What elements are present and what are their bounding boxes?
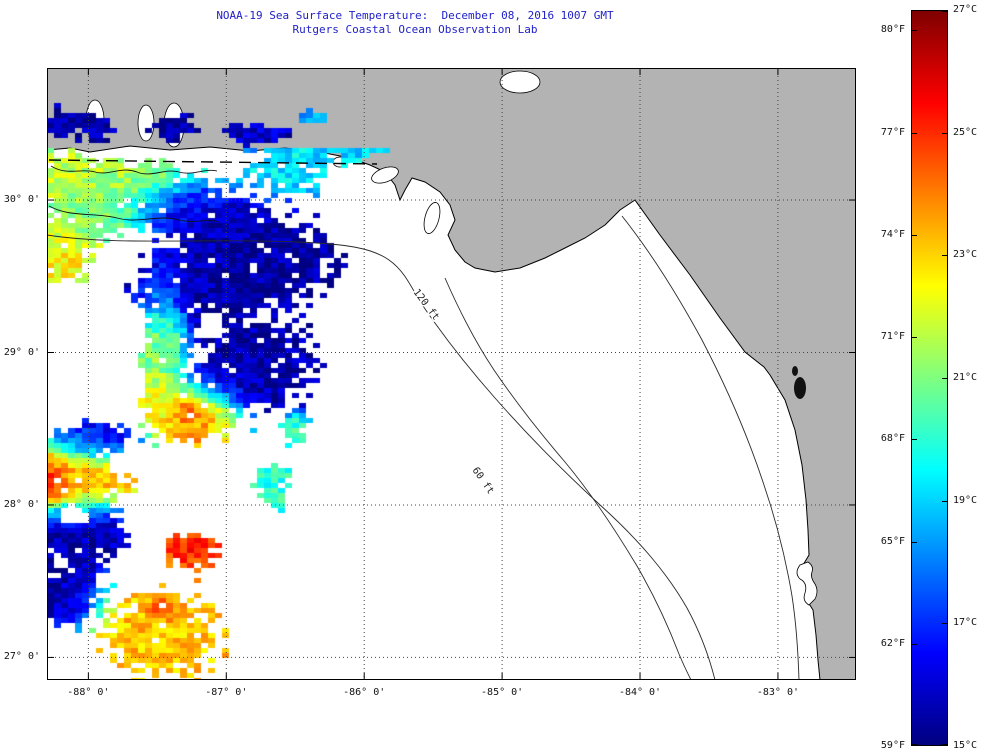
colorbar-tick [942,623,947,625]
colorbar-tick [912,337,917,339]
grid-group [47,68,856,680]
x-tick-label: -84° 0' [618,687,662,698]
colorbar-tick [942,378,947,379]
colorbar-fahrenheit-label: 71°F [880,331,905,343]
colorbar-tick [942,744,947,745]
depth-contour-60ft [444,277,692,680]
colorbar-tick [942,132,947,134]
colorbar-tick [912,643,917,645]
coastal-feature-marker-small [792,366,798,376]
map-overlay-layer: 120 ft 60 ft [47,68,856,680]
colorbar-celsius-label: 17°C [953,617,978,629]
colorbar-tick [942,255,947,257]
y-tick-label: 29° 0' [3,346,40,358]
colorbar [911,10,948,746]
contour-label-60ft: 60 ft [470,465,496,496]
y-tick-label: 30° 0' [3,194,40,206]
plot-border [47,68,856,680]
colorbar-celsius-label: 19°C [953,494,978,506]
x-tick-label: -88° 0' [67,687,110,698]
x-tick-label: -86° 0' [343,687,386,698]
sst-data-canvas [47,68,856,680]
colorbar-tick [912,744,917,745]
colorbar-fahrenheit-label: 65°F [880,535,905,547]
marsh-shoreline-detail-2 [48,205,220,223]
depth-contour-120ft [47,234,716,680]
coastal-feature-marker [794,377,806,399]
x-tick-label: -85° 0' [481,687,524,698]
nearshore-contour [621,215,800,680]
colorbar-fahrenheit-label: 62°F [880,637,905,649]
colorbar-tick [912,541,917,543]
axis-tick-marks [47,68,856,680]
colorbar-celsius-label: 25°C [953,126,978,138]
map-plot-area: 120 ft 60 ft [47,68,856,680]
barrier-islands [48,159,378,165]
contour-label-120ft: 120 ft [411,287,442,322]
colorbar-fahrenheit-label: 80°F [880,24,905,36]
colorbar-tick [912,30,917,32]
colorbar-celsius-label: 27°C [953,4,978,15]
colorbar-fahrenheit-label: 77°F [880,126,905,138]
x-tick-label: -83° 0' [756,687,800,698]
colorbar-tick [912,132,917,134]
x-tick-label: -87° 0' [205,687,248,698]
colorbar-fahrenheit-label: 59°F [880,740,905,751]
figure-title-line1: NOAA-19 Sea Surface Temperature: Decembe… [216,9,614,22]
colorbar-tick [942,11,947,12]
y-tick-label: 28° 0' [3,498,40,510]
colorbar-tick [942,500,947,502]
colorbar-fahrenheit-label: 74°F [880,228,905,240]
colorbar-tick [912,234,917,236]
colorbar-celsius-label: 23°C [953,249,978,261]
colorbar-celsius-label: 15°C [953,740,978,751]
colorbar-celsius-label: 21°C [953,372,978,383]
figure-title-line2: Rutgers Coastal Ocean Observation Lab [292,23,538,36]
marsh-shoreline-detail-1 [50,165,218,175]
colorbar-fahrenheit-label: 68°F [880,433,905,445]
colorbar-tick [912,439,917,441]
y-tick-label: 27° 0' [3,651,40,663]
